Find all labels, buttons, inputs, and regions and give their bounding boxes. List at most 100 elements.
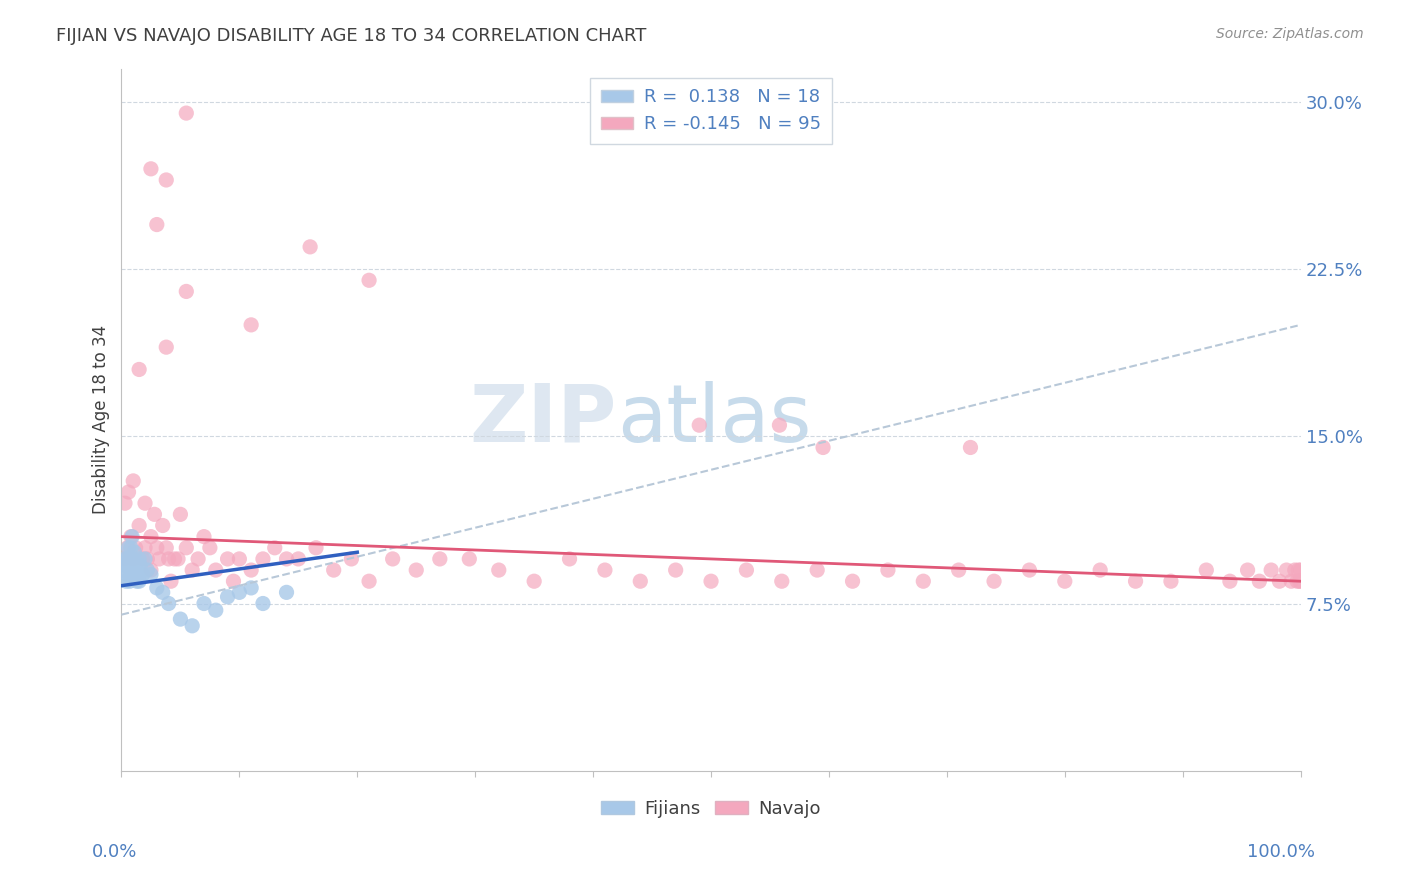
Point: [152, 518, 174, 533]
Point: [523, 574, 546, 589]
Point: [357, 574, 380, 589]
Point: [1279, 574, 1302, 589]
Point: [1286, 574, 1309, 589]
Point: [628, 574, 651, 589]
Point: [228, 585, 250, 599]
Point: [1289, 574, 1312, 589]
Point: [181, 619, 204, 633]
Point: [112, 552, 135, 566]
Point: [176, 285, 198, 299]
Point: [912, 574, 935, 589]
Point: [139, 563, 162, 577]
Point: [169, 612, 191, 626]
Point: [118, 552, 141, 566]
Point: [117, 567, 139, 582]
Point: [228, 552, 250, 566]
Text: 100.0%: 100.0%: [1247, 843, 1315, 861]
Point: [143, 508, 166, 522]
Point: [112, 563, 135, 577]
Point: [155, 173, 177, 187]
Point: [299, 240, 322, 254]
Point: [176, 541, 198, 555]
Point: [181, 563, 204, 577]
Point: [665, 563, 688, 577]
Point: [700, 574, 723, 589]
Point: [120, 541, 142, 555]
Point: [1249, 574, 1271, 589]
Point: [187, 552, 209, 566]
Point: [287, 552, 309, 566]
Point: [124, 541, 146, 555]
Point: [948, 563, 970, 577]
Point: [558, 552, 581, 566]
Point: [129, 558, 152, 573]
Point: [768, 418, 790, 433]
Point: [155, 340, 177, 354]
Point: [1088, 563, 1111, 577]
Text: Source: ZipAtlas.com: Source: ZipAtlas.com: [1216, 27, 1364, 41]
Point: [1288, 574, 1310, 589]
Point: [806, 563, 828, 577]
Point: [1260, 563, 1282, 577]
Point: [117, 541, 139, 555]
Point: [252, 552, 274, 566]
Point: [217, 552, 239, 566]
Point: [811, 441, 834, 455]
Point: [122, 563, 145, 577]
Point: [115, 558, 138, 573]
Text: FIJIAN VS NAVAJO DISABILITY AGE 18 TO 34 CORRELATION CHART: FIJIAN VS NAVAJO DISABILITY AGE 18 TO 34…: [56, 27, 647, 45]
Point: [128, 362, 150, 376]
Point: [1275, 563, 1298, 577]
Point: [198, 541, 221, 555]
Point: [122, 474, 145, 488]
Point: [593, 563, 616, 577]
Point: [146, 541, 169, 555]
Point: [139, 161, 162, 176]
Point: [134, 552, 156, 566]
Point: [841, 574, 863, 589]
Point: [114, 496, 136, 510]
Point: [1284, 563, 1306, 577]
Point: [120, 567, 142, 582]
Point: [146, 218, 169, 232]
Point: [322, 563, 344, 577]
Point: [488, 563, 510, 577]
Text: 0.0%: 0.0%: [91, 843, 136, 861]
Point: [240, 318, 263, 332]
Point: [117, 541, 139, 555]
Point: [139, 530, 162, 544]
Point: [357, 273, 380, 287]
Point: [157, 552, 180, 566]
Point: [134, 541, 156, 555]
Point: [114, 552, 136, 566]
Point: [160, 574, 183, 589]
Point: [222, 574, 245, 589]
Point: [1268, 574, 1291, 589]
Point: [1195, 563, 1218, 577]
Point: [117, 552, 139, 566]
Point: [340, 552, 363, 566]
Point: [134, 496, 156, 510]
Point: [136, 552, 159, 566]
Point: [429, 552, 451, 566]
Point: [735, 563, 758, 577]
Point: [139, 567, 162, 582]
Point: [204, 563, 226, 577]
Point: [276, 585, 298, 599]
Point: [131, 567, 153, 582]
Point: [276, 552, 298, 566]
Point: [118, 574, 141, 589]
Point: [959, 441, 981, 455]
Point: [128, 518, 150, 533]
Point: [167, 552, 190, 566]
Point: [1236, 563, 1258, 577]
Point: [124, 545, 146, 559]
Point: [128, 574, 150, 589]
Point: [169, 508, 191, 522]
Point: [120, 530, 142, 544]
Point: [252, 597, 274, 611]
Legend: Fijians, Navajo: Fijians, Navajo: [593, 792, 828, 825]
Point: [688, 418, 710, 433]
Point: [117, 485, 139, 500]
Point: [122, 552, 145, 566]
